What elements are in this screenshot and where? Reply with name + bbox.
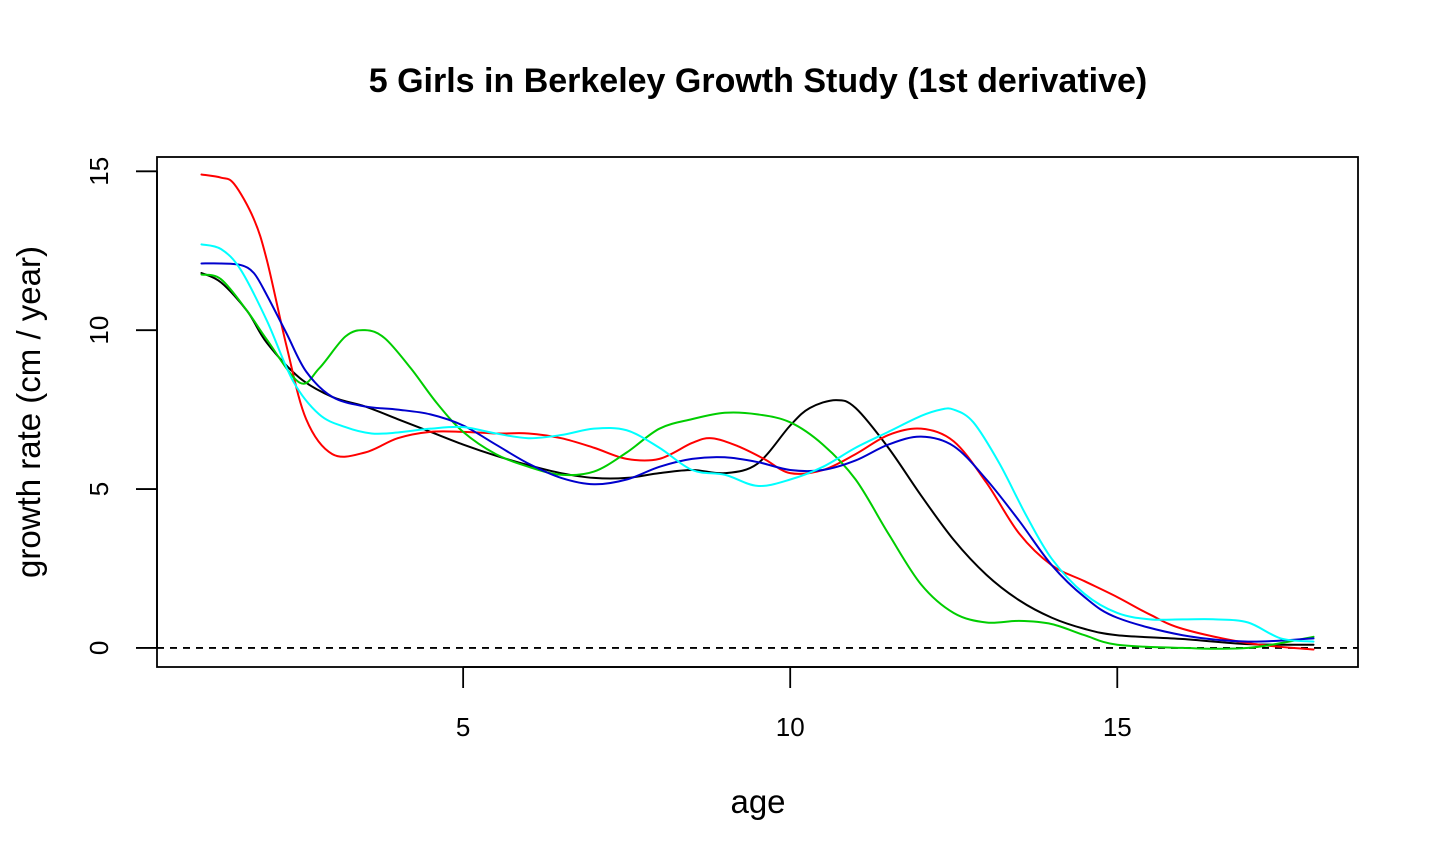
x-axis: 5 10 15 [456, 666, 1132, 742]
x-tick-label: 5 [456, 712, 470, 742]
series-layer [200, 173, 1315, 651]
plot-frame [156, 156, 1359, 668]
series-line-2 [200, 173, 1315, 651]
series-line-4 [200, 262, 1315, 643]
y-tick-label: 0 [84, 641, 114, 655]
y-tick-label: 10 [84, 316, 114, 345]
x-tick-label: 15 [1103, 712, 1132, 742]
y-tick-label: 15 [84, 157, 114, 186]
chart-title: 5 Girls in Berkeley Growth Study (1st de… [369, 62, 1147, 100]
series-line-5 [200, 243, 1315, 643]
y-tick-label: 5 [84, 482, 114, 496]
series-line-3 [200, 273, 1315, 650]
x-axis-label: age [730, 783, 785, 820]
x-tick-label: 10 [776, 712, 805, 742]
y-axis-label: growth rate (cm / year) [10, 246, 47, 578]
series-line-1 [200, 271, 1315, 646]
y-axis: 0 5 10 15 [84, 157, 158, 655]
